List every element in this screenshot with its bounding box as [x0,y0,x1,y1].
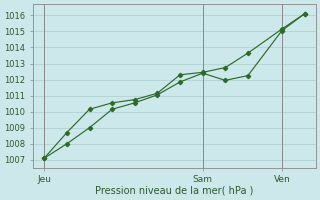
X-axis label: Pression niveau de la mer( hPa ): Pression niveau de la mer( hPa ) [95,186,253,196]
